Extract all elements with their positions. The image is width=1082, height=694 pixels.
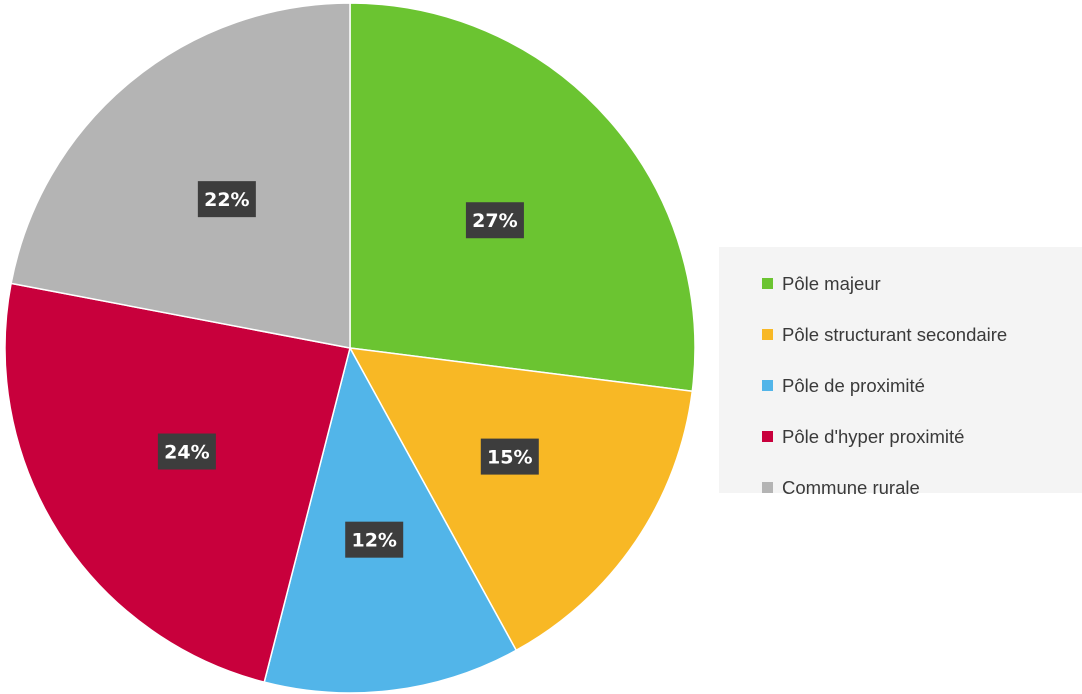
pie-slice-2[interactable]	[263, 345, 518, 694]
legend-swatch	[762, 482, 773, 493]
data-label-0: 27%	[465, 202, 524, 239]
data-label-3: 24%	[157, 433, 216, 470]
legend-item-pole-de-proximite[interactable]: Pôle de proximité	[762, 360, 1082, 411]
chart-legend: Pôle majeur Pôle structurant secondaire …	[719, 247, 1082, 498]
data-label-box	[197, 181, 256, 218]
pie-slice-0[interactable]	[349, 2, 696, 393]
data-label-box	[345, 521, 404, 558]
data-label-text: 22%	[204, 189, 249, 211]
legend-label: Pôle structurant secondaire	[782, 323, 1008, 345]
pie-slices	[4, 2, 696, 694]
legend-swatch	[762, 380, 773, 391]
data-label-text: 24%	[164, 442, 209, 464]
pie-data-labels: 27% 15% 12% 24% 22%	[157, 181, 539, 558]
legend-label: Pôle d'hyper proximité	[782, 425, 965, 447]
legend-label: Pôle de proximité	[782, 374, 925, 396]
data-label-1: 15%	[480, 438, 539, 475]
legend-item-commune-rurale[interactable]: Commune rurale	[762, 462, 1082, 513]
legend-item-pole-structurant-secondaire[interactable]: Pôle structurant secondaire	[762, 309, 1082, 360]
legend-label: Commune rurale	[782, 476, 920, 498]
data-label-text: 12%	[351, 530, 396, 552]
pie-slice-3[interactable]	[4, 282, 351, 684]
data-label-2: 12%	[345, 521, 404, 558]
pie-slice-4[interactable]	[10, 2, 351, 349]
legend-swatch	[762, 329, 773, 340]
pie-slice-1[interactable]	[348, 347, 694, 652]
legend-item-pole-majeur[interactable]: Pôle majeur	[762, 258, 1082, 309]
data-label-4: 22%	[197, 181, 256, 218]
data-label-text: 15%	[487, 447, 532, 469]
legend-item-pole-hyper-proximite[interactable]: Pôle d'hyper proximité	[762, 411, 1082, 462]
legend-swatch	[762, 278, 773, 289]
legend-label: Pôle majeur	[782, 272, 881, 294]
data-label-box	[465, 202, 524, 239]
data-label-box	[157, 433, 216, 470]
data-label-box	[480, 438, 539, 475]
legend-swatch	[762, 431, 773, 442]
data-label-text: 27%	[472, 210, 517, 232]
